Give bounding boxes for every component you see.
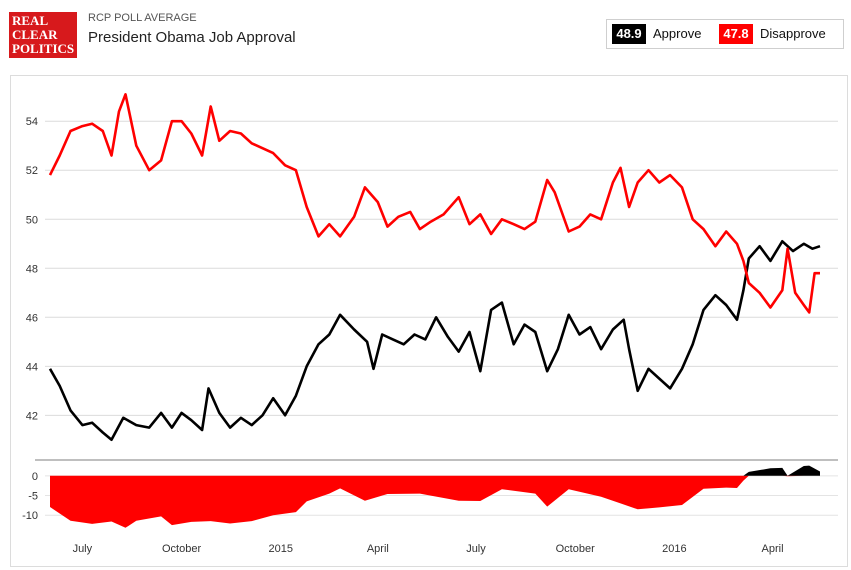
x-tick-label-0: July [73,543,93,555]
source-label: RCP POLL AVERAGE [88,12,197,24]
approve-legend-label: Approve [653,26,702,41]
y-tick-label-54: 54 [26,116,38,128]
x-tick-label-7: April [762,543,784,555]
y-tick-label-48: 48 [26,263,38,275]
x-tick-label-3: April [367,543,389,555]
x-tick-label-4: July [466,543,486,555]
logo-line-3: POLITICS [12,41,75,56]
y-tick-label-44: 44 [26,361,38,373]
logo-line-2: CLEAR [12,27,58,42]
spread-negative-area [50,475,820,528]
realclearpolitics-logo[interactable]: REAL CLEAR POLITICS [9,12,77,58]
spread-layer [50,465,820,528]
logo-line-1: REAL [12,13,49,28]
spread-positive-area [50,465,820,476]
x-tick-label-6: 2016 [662,543,686,555]
disapprove-series-line[interactable] [48,93,820,314]
y-tick-label-52: 52 [26,165,38,177]
x-tick-label-5: October [556,543,595,555]
disapprove-value-badge: 47.8 [719,24,753,44]
approve-series-line[interactable] [48,240,821,442]
chart-header: REAL CLEAR POLITICS RCP POLL AVERAGE Pre… [0,0,851,70]
x-tick-label-2: 2015 [269,543,293,555]
y-tick-label-50: 50 [26,214,38,226]
label-layer: 42 44 46 48 50 52 54 0 -5 -10 July October 2015 April… [22,116,783,555]
disapprove-legend-label: Disapprove [760,26,826,41]
spread-y-tick-label--10: -10 [22,510,38,522]
chart-title: President Obama Job Approval [88,29,296,46]
spread-y-tick-label-0: 0 [32,471,38,483]
spread-y-tick-label--5: -5 [28,491,38,503]
approve-value-badge: 48.9 [612,24,646,44]
legend: 48.9 Approve 47.8 Disapprove [606,19,844,49]
series-layer [48,93,821,442]
y-tick-label-42: 42 [26,410,38,422]
y-tick-label-46: 46 [26,312,38,324]
x-tick-label-1: October [162,543,201,555]
